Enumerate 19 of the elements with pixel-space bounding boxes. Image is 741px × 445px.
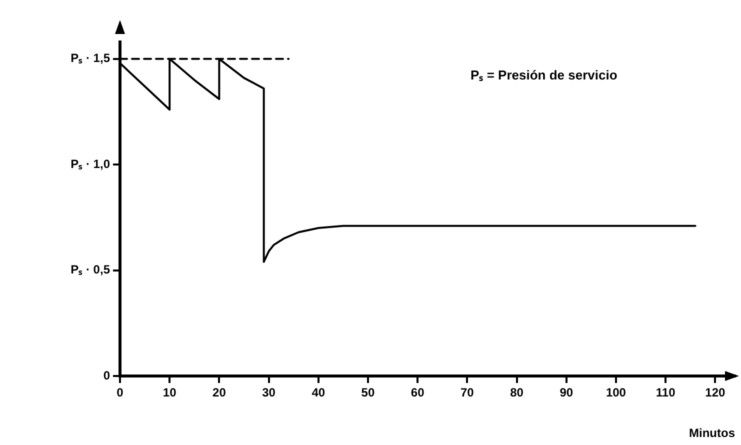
x-tick-label: 20: [212, 386, 226, 400]
y-tick-label: Pₛ · 1,5: [70, 51, 110, 66]
x-tick-label: 50: [361, 386, 375, 400]
annotation: Pₛ = Presión de servicio: [470, 68, 618, 83]
x-tick-label: 80: [510, 386, 524, 400]
y-tick-label: 0: [103, 368, 110, 382]
x-tick-label: 110: [656, 386, 676, 400]
x-tick-label: 60: [410, 386, 425, 400]
y-tick-label: Pₛ · 0,5: [70, 262, 110, 277]
x-tick-label: 120: [705, 386, 726, 400]
x-axis-title: Minutos: [689, 426, 736, 440]
x-tick-label: 10: [162, 386, 177, 400]
x-tick-label: 0: [116, 386, 124, 400]
x-tick-label: 90: [560, 386, 574, 400]
y-tick-label: Pₛ · 1,0: [70, 156, 110, 171]
x-tick-label: 30: [262, 386, 276, 400]
x-tick-label: 40: [312, 386, 326, 400]
x-tick-label: 70: [460, 386, 474, 400]
x-tick-label: 100: [606, 386, 626, 400]
